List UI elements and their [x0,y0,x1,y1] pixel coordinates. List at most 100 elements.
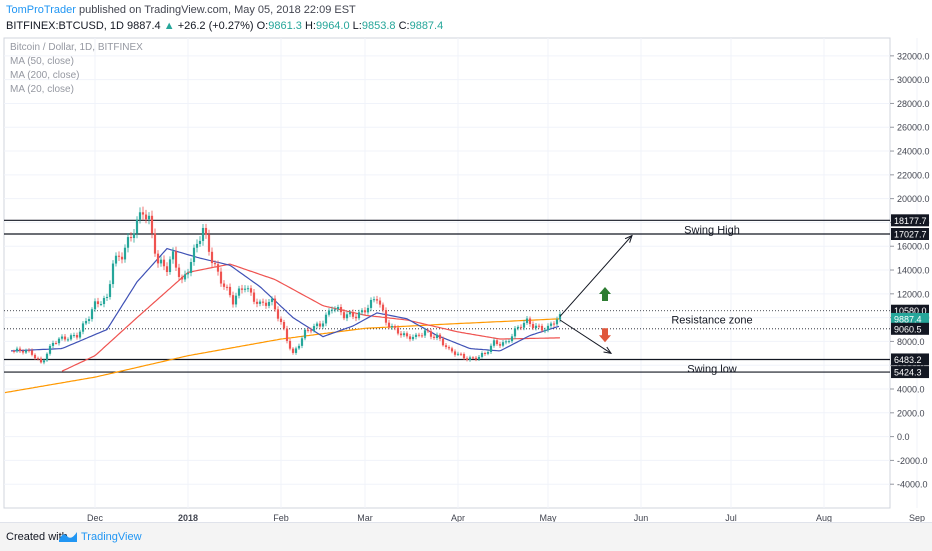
candle-body [297,345,301,349]
candle-body [321,323,325,327]
candle-body [471,357,475,359]
candle-body [369,299,373,308]
annotations: Swing High Resistance zone Swing low [671,224,752,375]
candle-body [501,342,505,346]
x-axis: Dec 2018 Feb Mar Apr May Jun Jul Aug Sep [87,513,925,522]
candle-body [156,253,160,264]
candle-body [486,351,490,354]
candle-body [279,318,283,323]
candle-body [51,342,55,346]
y-axis: 32000.0 30000.0 28000.0 26000.0 24000.0 22000… [890,51,930,490]
candle-body [159,259,163,264]
legend-ma200[interactable]: MA (200, close) [10,70,79,81]
candle-body [87,319,91,322]
candle-body [294,348,298,353]
last-price: 9887.4 [127,20,161,32]
legend-ma20[interactable]: MA (20, close) [10,84,74,95]
candle-body [357,312,361,319]
candle-body [189,262,193,273]
tradingview-brand-link[interactable]: TradingView [81,531,142,543]
candle-body [540,325,544,331]
candle-body [75,335,79,338]
symbol-line: BITFINEX:BTCUSD, 1D 9887.4 ▲ +26.2 (+0.2… [6,20,443,32]
candle-body [399,333,403,336]
candle-body [15,348,19,352]
candle-body [498,344,502,346]
candle-body [195,243,199,248]
candle-body [222,283,226,287]
y-tick-label: 0.0 [897,432,910,442]
author-link[interactable]: TomProTrader [6,4,76,16]
candle-body [336,307,340,310]
candle-body [414,334,418,337]
legend-ma50[interactable]: MA (50, close) [10,56,74,67]
candle-body [240,288,244,290]
candle-body [453,351,457,355]
grid [4,38,918,508]
tradingview-logo-icon[interactable] [58,528,78,544]
projection-arrow-up [559,236,632,317]
candle-body [423,330,427,336]
candle-body [63,336,67,340]
price-label-box [891,227,929,240]
candle-body [474,357,478,360]
candle-body [309,330,313,332]
projection-arrows[interactable] [559,236,632,354]
candle-body [408,336,412,340]
candle-body [492,340,496,346]
candle-body [258,301,262,304]
candle-body [531,324,535,329]
candle-body [264,302,268,306]
candle-body [27,350,31,352]
candle-body [327,310,331,315]
candle-body [93,301,97,310]
candle-body [504,341,508,343]
candle-body [345,314,349,319]
candle-body [312,326,316,331]
candle-body [228,286,232,296]
candle-body [123,247,127,260]
candle-body [12,350,16,352]
x-tick-label: Apr [451,513,465,522]
high-value: 9964.0 [315,20,350,32]
candlesticks [12,206,562,365]
candle-body [150,215,154,234]
candle-body [537,325,541,327]
x-tick-label: Aug [816,513,832,522]
candle-body [177,267,181,277]
candle-body [441,338,445,346]
candle-body [444,345,448,348]
candle-body [420,335,424,337]
candle-body [318,323,322,327]
candle-body [141,212,145,215]
candle-body [45,353,49,361]
price-change: +26.2 (+0.27%) [177,20,254,32]
candle-body [405,333,409,337]
candle-body [507,341,511,343]
candle-body [81,323,85,332]
candle-body [66,339,70,341]
candle-body [300,338,304,346]
candle-body [153,233,157,254]
candle-body [192,247,196,263]
candle-body [99,304,103,306]
candle-body [552,323,556,325]
candle-body [21,351,25,353]
candle-body [468,357,472,360]
price-chart[interactable]: Swing High Resistance zone Swing low 32000… [0,36,932,522]
candle-body [384,310,388,323]
candle-body [465,358,469,360]
candle-body [18,348,22,352]
candle-body [129,237,133,239]
candle-body [363,310,367,313]
candle-body [207,234,211,252]
candle-body [390,326,394,328]
y-tick-label: 30000.0 [897,75,930,85]
y-tick-label: 8000.0 [897,337,925,347]
candle-body [426,330,430,332]
candle-body [432,336,436,338]
candle-body [138,212,142,220]
price-label-box [891,322,929,335]
candle-body [57,338,61,344]
